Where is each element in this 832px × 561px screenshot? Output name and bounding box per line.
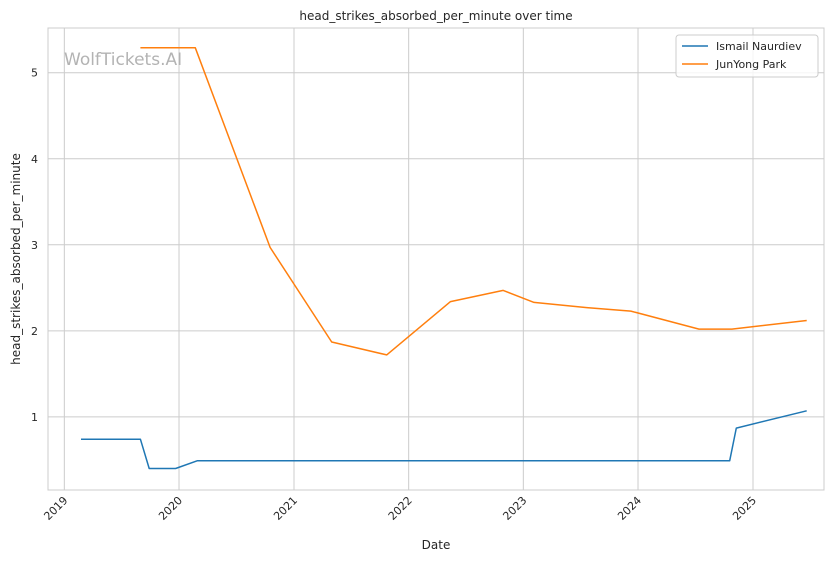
watermark: WolfTickets.AI <box>64 50 182 70</box>
y-tick-label: 3 <box>31 239 38 252</box>
series-line-junyong-park <box>140 47 807 356</box>
y-tick-label: 1 <box>31 411 38 424</box>
x-tick-label: 2019 <box>41 494 70 523</box>
x-tick-label: 2022 <box>386 494 415 523</box>
y-tick-label: 4 <box>31 153 38 166</box>
y-tick-label: 5 <box>31 67 38 80</box>
legend-label-ismail-naurdiev: Ismail Naurdiev <box>716 40 802 53</box>
x-tick-label: 2020 <box>156 494 185 523</box>
series-line-ismail-naurdiev <box>81 410 807 470</box>
y-axis-ticks: 1 2 3 4 5 <box>31 67 38 424</box>
x-tick-label: 2025 <box>730 494 759 523</box>
grid <box>48 28 824 490</box>
x-axis-ticks: 2019 2020 2021 2022 2023 2024 2025 <box>41 494 759 523</box>
chart-title: head_strikes_absorbed_per_minute over ti… <box>299 9 572 23</box>
x-tick-label: 2023 <box>500 494 529 523</box>
x-tick-label: 2021 <box>271 494 300 523</box>
plot-area <box>48 28 824 490</box>
plot-frame <box>47 27 825 491</box>
legend-box <box>675 34 819 78</box>
x-axis-label: Date <box>422 538 451 552</box>
x-tick-label: 2024 <box>615 494 644 523</box>
y-tick-label: 2 <box>31 325 38 338</box>
y-axis-label: head_strikes_absorbed_per_minute <box>9 153 23 365</box>
legend: Ismail Naurdiev JunYong Park <box>675 34 819 78</box>
legend-label-junyong-park: JunYong Park <box>715 58 787 71</box>
series-layer <box>81 47 807 470</box>
